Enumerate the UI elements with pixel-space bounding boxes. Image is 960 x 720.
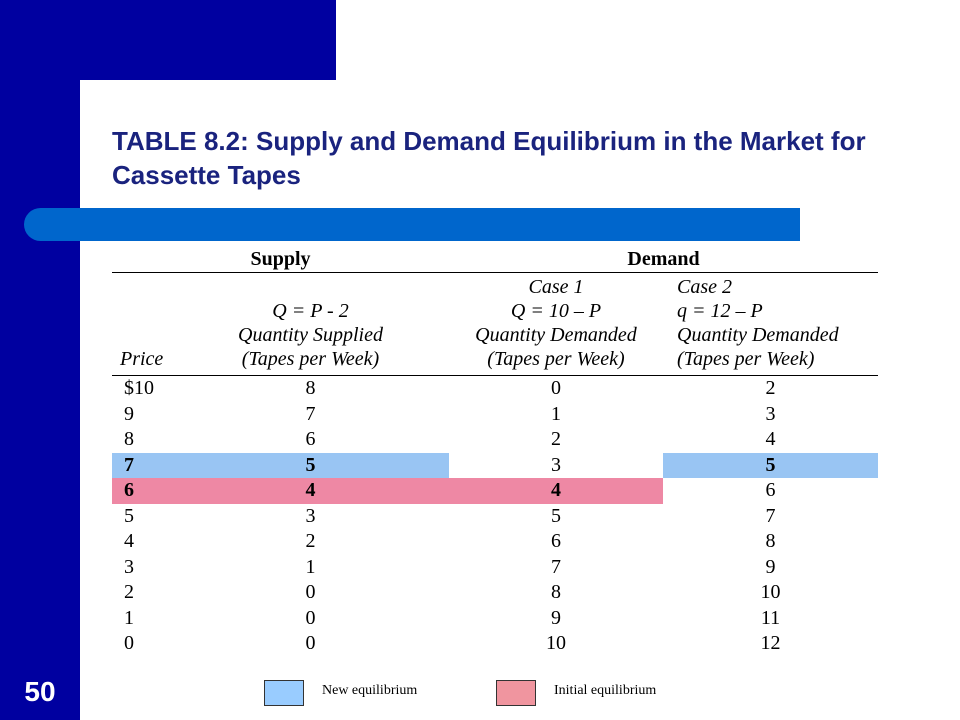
case1-cell: 4	[449, 478, 663, 504]
supply-column-header: Q = P - 2 Quantity Supplied (Tapes per W…	[172, 272, 449, 376]
case1-cell: 10	[546, 632, 566, 654]
case1-equation: Q = 10 – P	[510, 300, 602, 322]
legend: New equilibrium Initial equilibrium	[0, 680, 960, 708]
equilibrium-table-container: Supply Demand Price Q = P - 2 Quantity S…	[112, 246, 879, 657]
case2-unit-label: (Tapes per Week)	[677, 348, 815, 370]
supply-group-header: Supply	[112, 246, 449, 273]
supply-cell: 0	[305, 632, 316, 654]
table-row: 0 0 10 12	[112, 631, 878, 657]
supply-cell: 8	[305, 377, 316, 399]
supply-cell: 3	[305, 504, 316, 527]
table-row: 9 7 1 3	[112, 402, 878, 428]
case1-cell: 3	[551, 453, 561, 476]
price-cell: 4	[124, 530, 134, 552]
supply-cell: 4	[172, 478, 449, 504]
title-underline-bar	[24, 208, 800, 241]
equilibrium-table: Supply Demand Price Q = P - 2 Quantity S…	[112, 246, 879, 657]
supply-cell: 0	[305, 581, 316, 603]
table-row: 2 0 8 10	[112, 580, 878, 606]
table-row: 3 1 7 9	[112, 555, 878, 581]
left-frame-band	[0, 0, 80, 720]
case1-quantity-label: Quantity Demanded	[475, 324, 637, 346]
supply-equation: Q = P - 2	[272, 300, 349, 322]
column-header-row: Price Q = P - 2 Quantity Supplied (Tapes…	[112, 272, 879, 376]
case2-equation: q = 12 – P	[677, 300, 763, 322]
case2-cell: 9	[765, 555, 776, 578]
case2-cell: 10	[760, 581, 781, 603]
price-cell: $10	[124, 377, 154, 399]
price-cell: 3	[124, 555, 134, 578]
table-row: 4 2 6 8	[112, 529, 878, 555]
table-row: 1 0 9 11	[112, 606, 878, 632]
new-equilibrium-swatch	[264, 680, 304, 706]
price-cell: 1	[124, 606, 134, 629]
supply-cell: 6	[305, 428, 316, 450]
table-row: $10 8 0 2	[112, 376, 878, 402]
demand-group-header: Demand	[449, 246, 879, 273]
case2-cell: 11	[760, 606, 781, 629]
case2-label: Case 2	[677, 276, 732, 298]
price-cell: 0	[124, 632, 134, 654]
case1-label: Case 1	[528, 276, 584, 298]
supply-unit-label: (Tapes per Week)	[241, 348, 380, 370]
case2-cell: 12	[760, 632, 781, 654]
supply-cell: 1	[305, 555, 316, 578]
case1-cell: 2	[551, 428, 561, 450]
supply-cell: 7	[305, 402, 316, 425]
price-cell: 2	[124, 581, 134, 603]
table-row: 8 6 2 4	[112, 427, 878, 453]
case1-cell: 5	[551, 504, 561, 527]
case1-cell: 6	[551, 530, 561, 552]
supply-cell: 2	[305, 530, 316, 552]
case1-cell: 1	[551, 402, 561, 425]
price-cell: 9	[124, 402, 134, 425]
supply-cell: 5	[172, 452, 449, 478]
initial-equilibrium-swatch	[496, 680, 536, 706]
table-row: 5 3 5 7	[112, 504, 878, 530]
case1-cell: 0	[551, 377, 561, 399]
price-cell: 7	[112, 452, 172, 478]
case2-cell: 3	[765, 402, 776, 425]
case2-cell: 6	[765, 479, 776, 501]
price-cell: 8	[124, 428, 134, 450]
supply-quantity-label: Quantity Supplied	[238, 324, 383, 346]
case1-cell: 8	[551, 581, 561, 603]
case2-cell: 5	[663, 452, 879, 478]
case1-cell: 9	[551, 606, 561, 629]
initial-equilibrium-row: 6 4 4 6	[112, 478, 878, 504]
price-cell: 5	[124, 504, 134, 527]
price-column-header: Price	[112, 272, 172, 376]
case2-cell: 4	[765, 428, 776, 450]
case1-unit-label: (Tapes per Week)	[487, 348, 625, 370]
slide-number: 50	[24, 676, 56, 707]
supply-cell: 0	[305, 606, 316, 629]
case2-quantity-label: Quantity Demanded	[677, 324, 839, 346]
frame-corner	[80, 80, 128, 128]
case2-cell: 8	[765, 530, 776, 552]
case2-column-header: Case 2 q = 12 – P Quantity Demanded (Tap…	[663, 272, 879, 376]
slide-title: TABLE 8.2: Supply and Demand Equilibrium…	[112, 126, 866, 190]
table-body: $10 8 0 2 9 7 1 3 8 6 2 4 7 5 3 5	[112, 376, 879, 657]
case2-cell: 2	[765, 377, 776, 399]
new-equilibrium-label: New equilibrium	[322, 683, 418, 698]
case2-cell: 7	[765, 504, 776, 527]
group-header-row: Supply Demand	[112, 246, 879, 273]
new-equilibrium-row: 7 5 3 5	[112, 452, 879, 478]
case1-cell: 7	[551, 555, 561, 578]
price-cell: 6	[112, 478, 172, 504]
initial-equilibrium-label: Initial equilibrium	[554, 683, 657, 698]
case1-column-header: Case 1 Q = 10 – P Quantity Demanded (Tap…	[449, 272, 663, 376]
